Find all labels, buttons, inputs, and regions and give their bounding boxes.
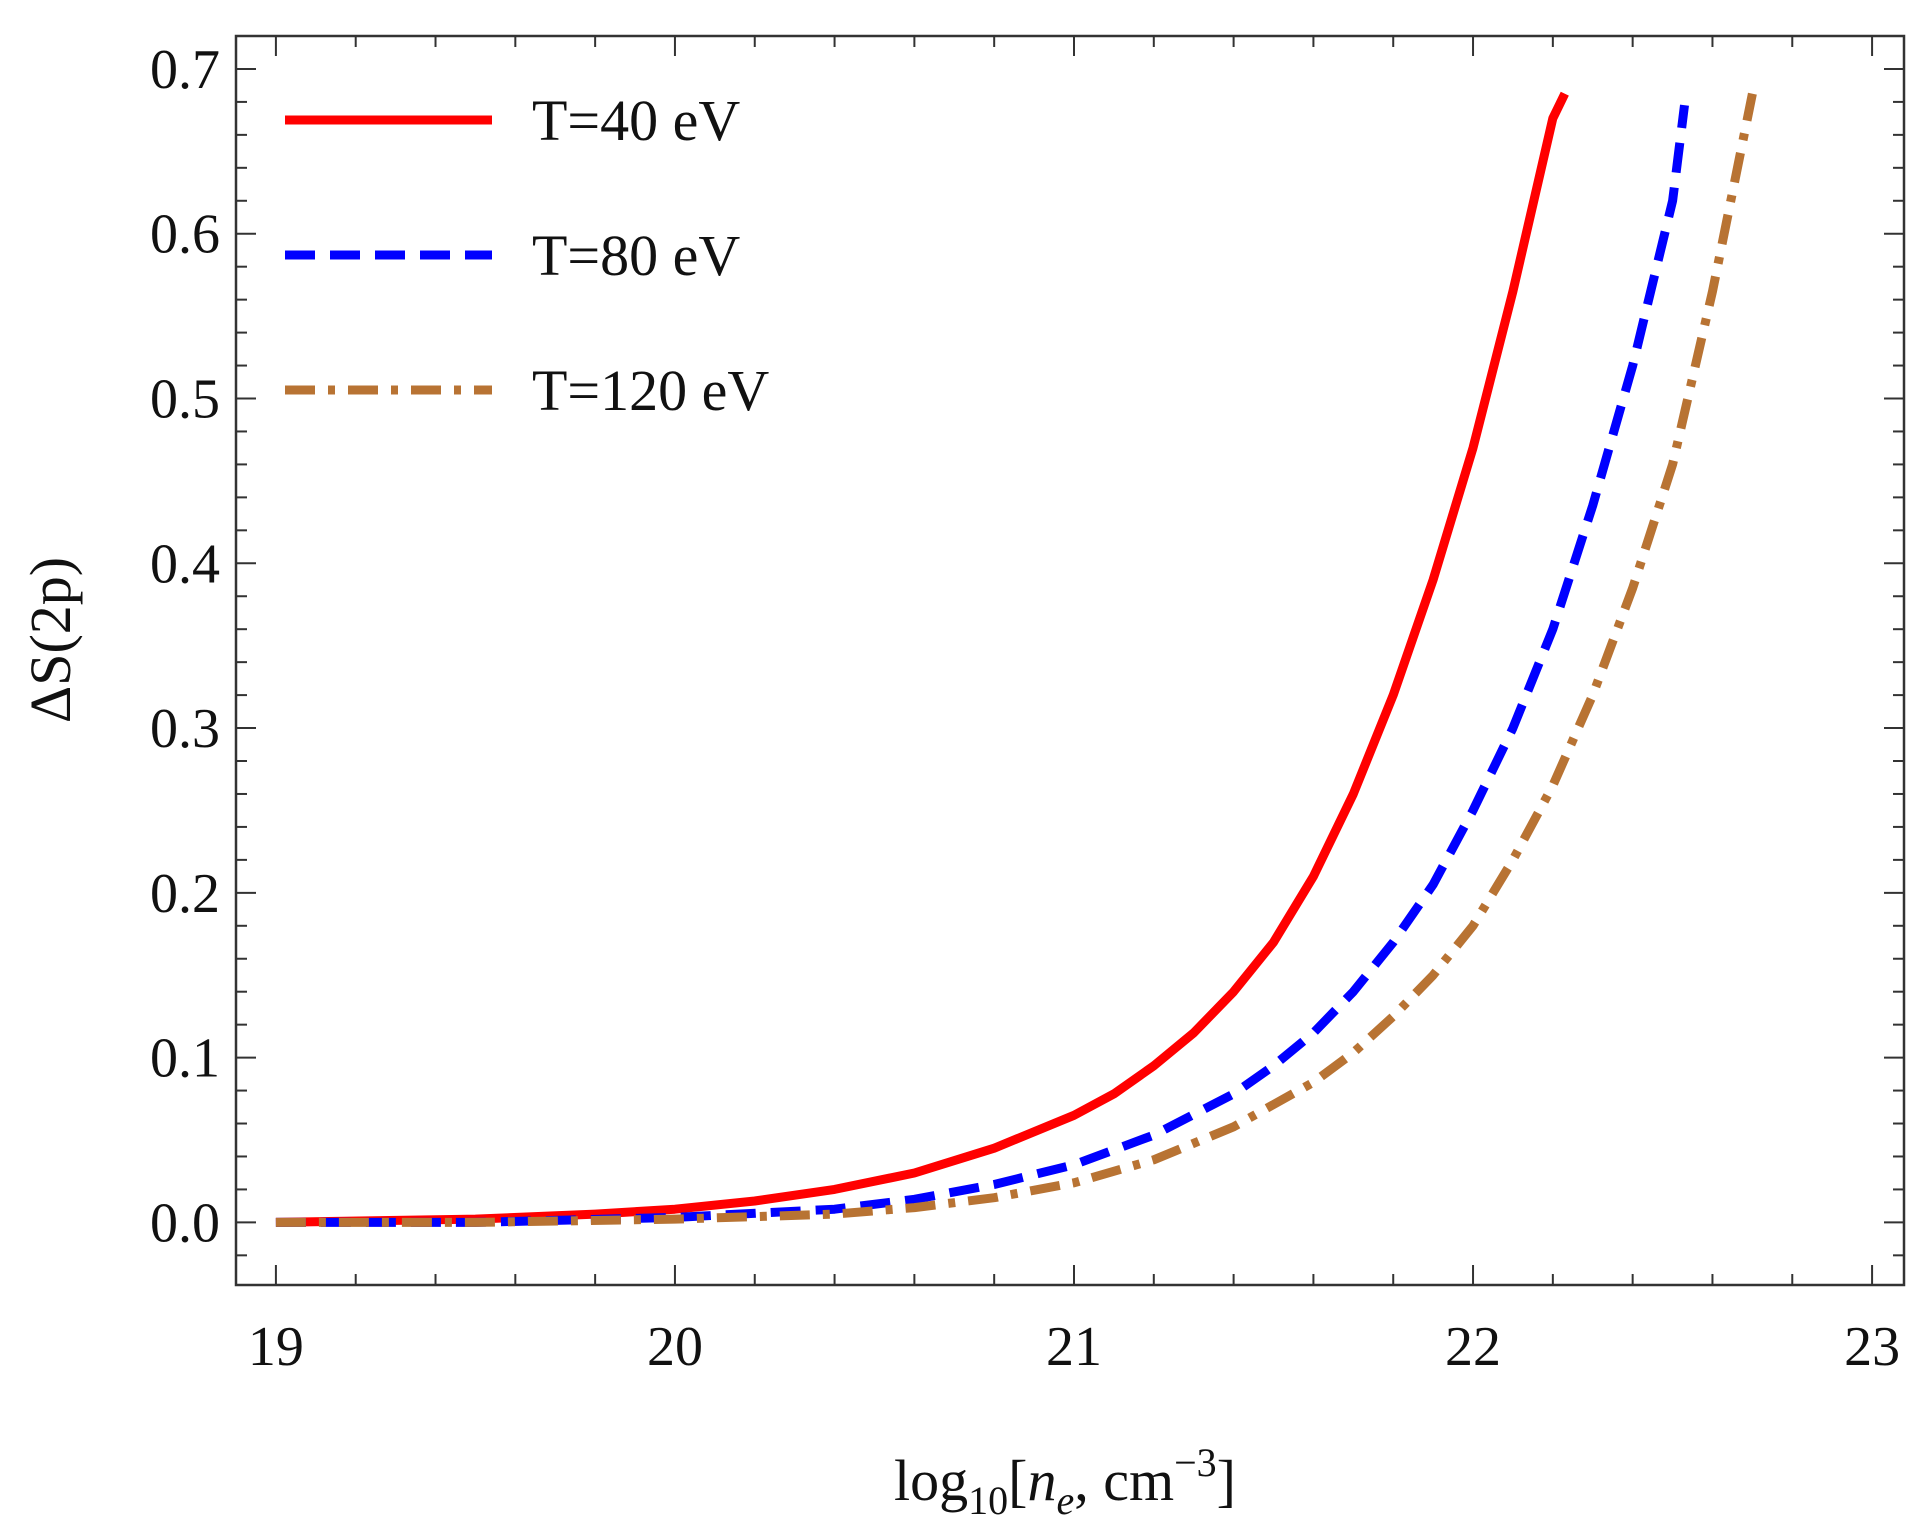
x-tick-label: 20 <box>647 1316 703 1378</box>
x-axis-title-open: [ <box>1008 1448 1027 1513</box>
legend: T=40 eV T=80 eV T=120 eV <box>285 88 769 423</box>
y-tick-labels: 0.0 0.1 0.2 0.3 0.4 0.5 0.6 0.7 <box>150 39 220 1254</box>
axis-ticks <box>236 35 1904 1285</box>
x-tick-label: 19 <box>248 1316 304 1378</box>
x-axis-title-unit: , cm <box>1074 1448 1174 1513</box>
x-axis-title: log10[ne, cm−3] <box>894 1440 1236 1523</box>
x-axis-title-sub: 10 <box>968 1478 1008 1523</box>
x-axis-title-sup: −3 <box>1174 1440 1217 1485</box>
x-tick-label: 23 <box>1844 1316 1900 1378</box>
legend-label-3: T=120 eV <box>532 358 769 423</box>
y-tick-label: 0.2 <box>150 863 220 925</box>
x-axis-title-close: ] <box>1217 1448 1236 1513</box>
x-axis-title-var-sub: e <box>1056 1478 1074 1523</box>
y-tick-label: 0.6 <box>150 204 220 266</box>
y-tick-label: 0.0 <box>150 1192 220 1254</box>
x-axis-title-var: n <box>1027 1448 1056 1513</box>
series-line-3 <box>275 92 1757 1227</box>
legend-label-1: T=40 eV <box>532 88 740 153</box>
y-tick-label: 0.3 <box>150 698 220 760</box>
legend-label-2: T=80 eV <box>532 223 740 288</box>
y-tick-label: 0.4 <box>150 533 220 595</box>
series-line-1 <box>275 91 1569 1227</box>
y-tick-label: 0.7 <box>150 39 220 101</box>
series-line-2 <box>275 104 1689 1227</box>
x-tick-labels: 19 20 21 22 23 <box>248 1316 1900 1378</box>
x-tick-label: 21 <box>1046 1316 1102 1378</box>
y-axis-title: ΔS(2p) <box>18 557 83 723</box>
x-tick-label: 22 <box>1445 1316 1501 1378</box>
plot-frame <box>234 34 1906 1287</box>
y-tick-label: 0.1 <box>150 1028 220 1090</box>
x-axis-title-prefix: log <box>894 1448 968 1513</box>
y-tick-label: 0.5 <box>150 369 220 431</box>
series-layer <box>275 91 1757 1227</box>
